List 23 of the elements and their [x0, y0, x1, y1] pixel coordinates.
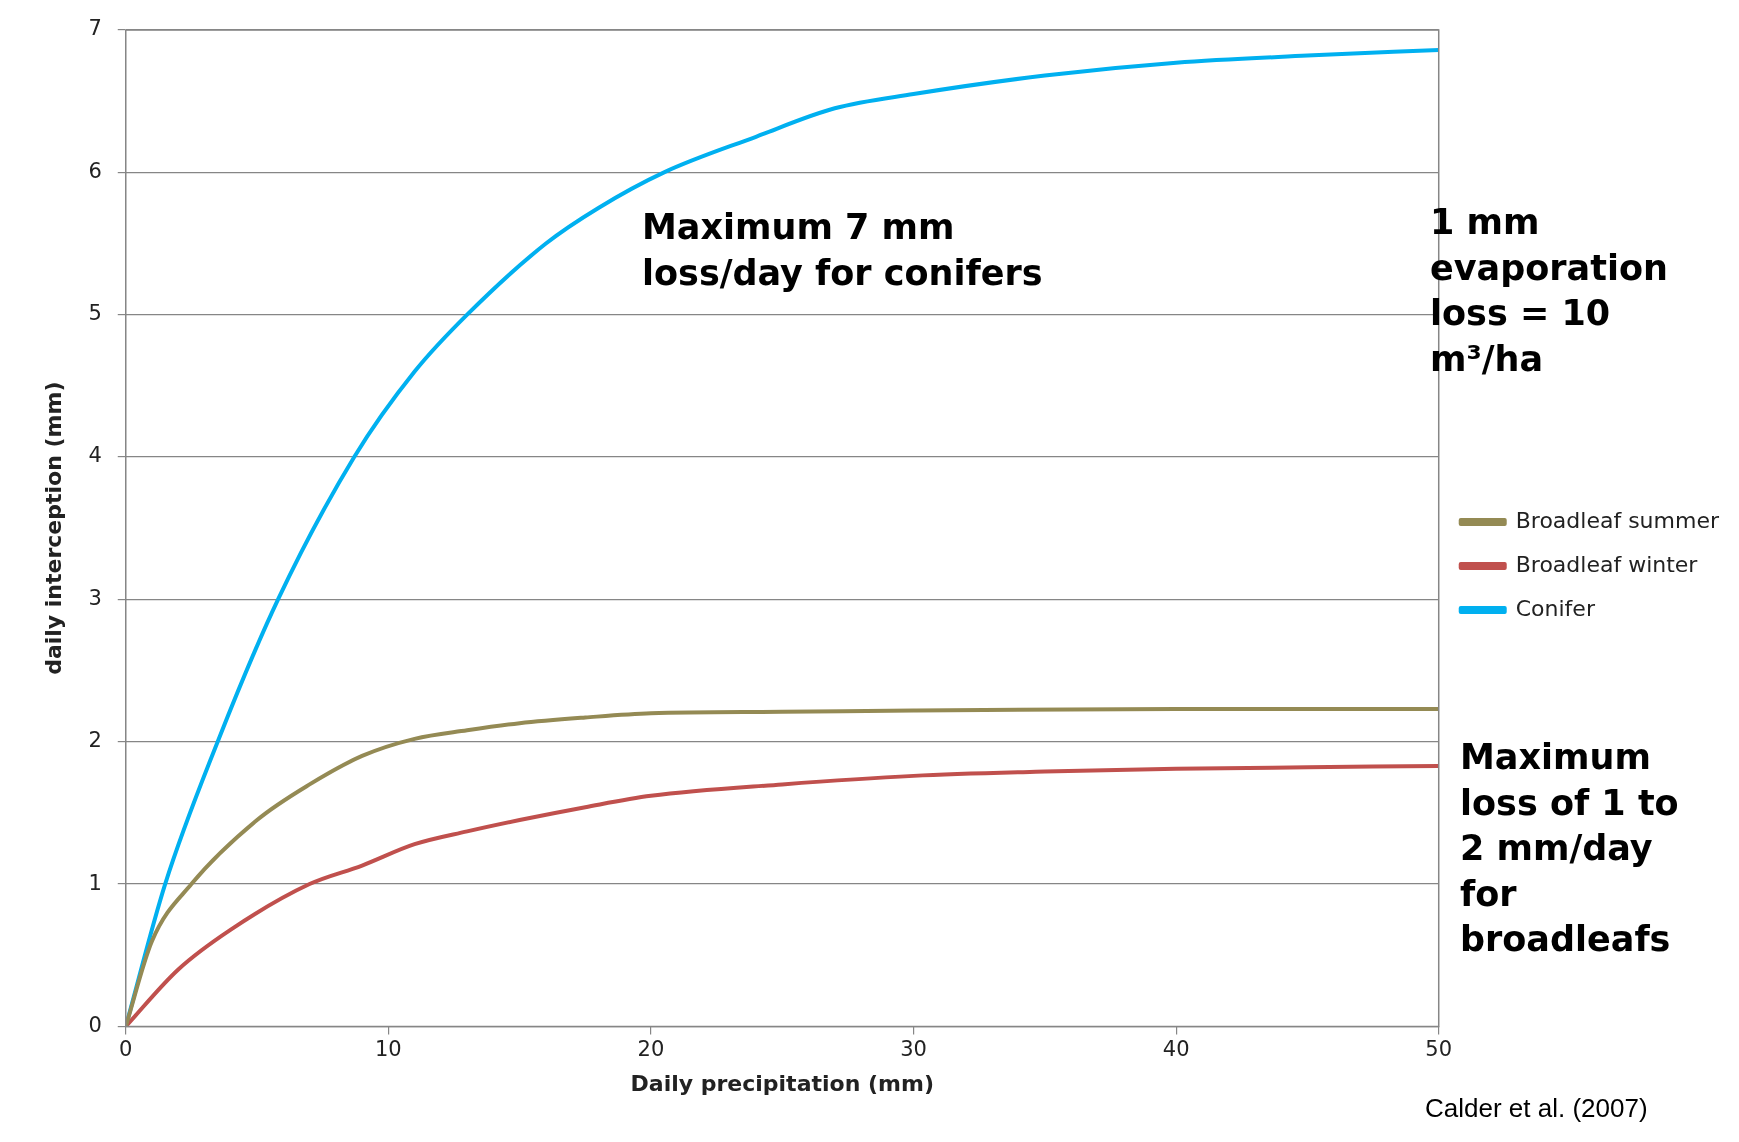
- y-tick-label: 6: [88, 158, 102, 183]
- y-tick-label: 5: [88, 301, 102, 326]
- legend-label: Broadleaf winter: [1515, 551, 1699, 577]
- x-axis-title: Daily precipitation (mm): [630, 1070, 934, 1096]
- y-tick-label: 4: [88, 443, 102, 468]
- y-tick-label: 0: [88, 1012, 102, 1037]
- x-tick-label: 10: [374, 1037, 402, 1062]
- text: Maximum loss of 1 to 2 mm/day for broadleafs: [1460, 736, 1680, 961]
- text: Calder et al. (2007): [1425, 1092, 1649, 1125]
- y-tick-label: 3: [88, 585, 102, 610]
- x-tick-label: 30: [900, 1037, 927, 1062]
- legend-label: Conifer: [1515, 595, 1596, 621]
- y-tick-label: 2: [88, 728, 102, 753]
- x-tick-label: 50: [1425, 1037, 1453, 1062]
- legend-label: Broadleaf summer: [1515, 507, 1720, 533]
- y-tick-label: 1: [88, 870, 102, 895]
- y-tick-label: 7: [88, 16, 102, 41]
- y-axis-title: daily interception (mm): [40, 381, 66, 675]
- x-tick-label: 40: [1162, 1037, 1190, 1062]
- annotation: 1 mm evaporation loss = 10 m³/ha: [1430, 201, 1669, 381]
- x-tick-label: 20: [637, 1037, 665, 1062]
- x-tick-label: 0: [119, 1037, 133, 1062]
- annotation: Maximum 7 mm loss/day for conifers: [642, 206, 1044, 295]
